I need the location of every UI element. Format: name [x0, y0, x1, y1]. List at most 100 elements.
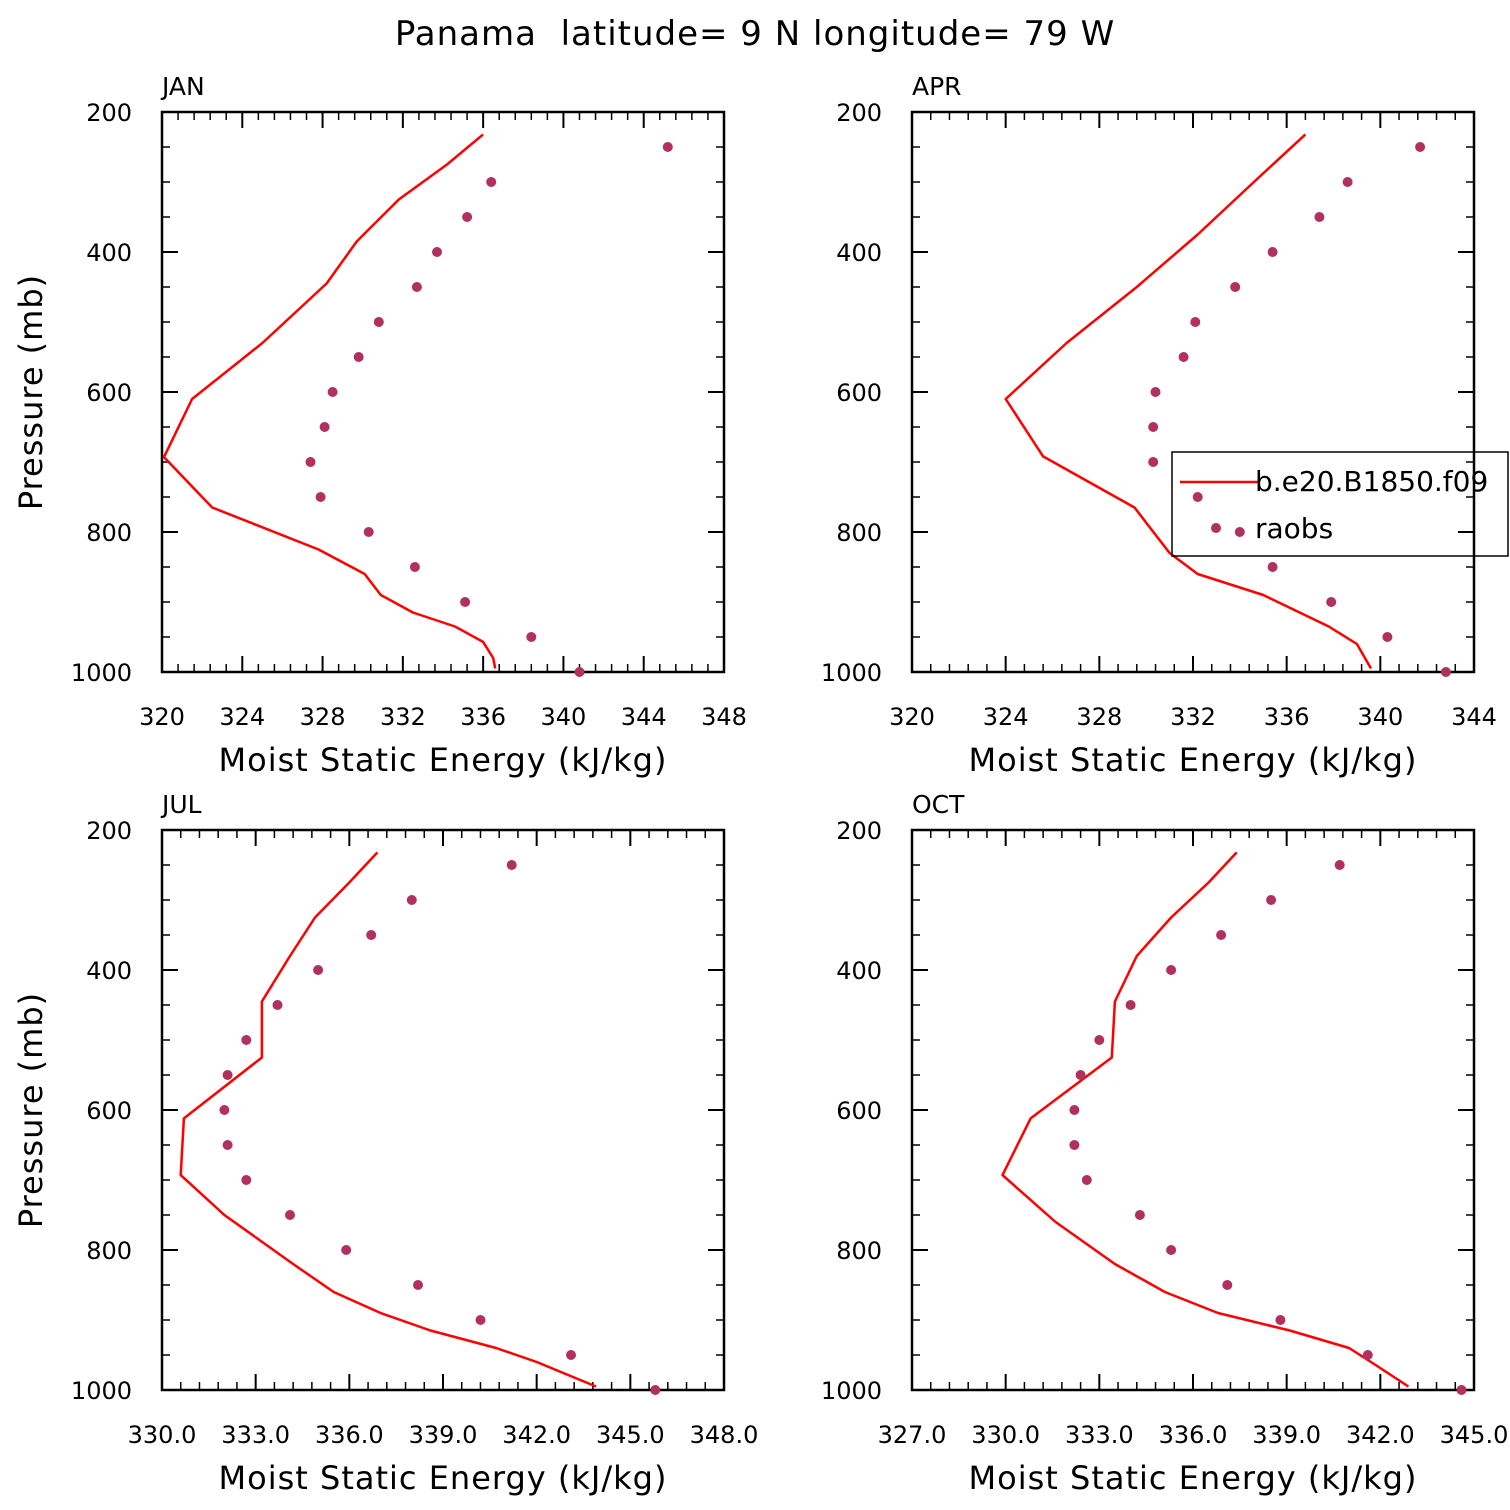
- x-tick-label: 340: [541, 703, 587, 731]
- plot-frame: [160, 110, 726, 674]
- figure-title: Panama latitude= 9 N longitude= 79 W: [395, 14, 1115, 54]
- obs-point: [363, 527, 374, 537]
- obs-point: [1192, 492, 1203, 502]
- x-tick-label: 348.0: [690, 1421, 759, 1449]
- obs-point: [475, 1315, 486, 1325]
- obs-point: [1150, 387, 1161, 397]
- y-tick-label: 400: [836, 957, 882, 985]
- x-tick-label: 328: [1076, 703, 1122, 731]
- obs-point: [462, 212, 473, 222]
- obs-point: [1166, 965, 1177, 975]
- legend-point-swatch: [1211, 523, 1221, 533]
- obs-point: [526, 632, 537, 642]
- y-tick-label: 400: [86, 239, 132, 267]
- obs-point: [1334, 860, 1345, 870]
- panel-title: JUL: [160, 790, 202, 819]
- obs-point: [272, 1000, 283, 1010]
- x-axis-label: Moist Static Energy (kJ/kg): [969, 741, 1418, 779]
- y-tick-label: 200: [86, 99, 132, 127]
- obs-point: [341, 1245, 352, 1255]
- obs-point: [219, 1105, 230, 1115]
- x-tick-label: 339.0: [409, 1421, 478, 1449]
- obs-point: [1134, 1210, 1145, 1220]
- obs-point: [313, 965, 324, 975]
- x-tick-label: 348: [701, 703, 747, 731]
- legend: b.e20.B1850.f09 raobs: [1171, 451, 1509, 557]
- obs-point: [1382, 632, 1393, 642]
- panel-title: OCT: [912, 790, 965, 819]
- obs-point: [1326, 597, 1337, 607]
- obs-point: [1230, 282, 1241, 292]
- panel-jan: JAN 320 324 328 332 336 340 344 348 200 400 600 800 1…: [12, 72, 747, 779]
- model-line: [162, 133, 497, 669]
- obs-point: [486, 177, 497, 187]
- x-axis-label: Moist Static Energy (kJ/kg): [219, 1459, 668, 1497]
- y-tick-label: 600: [86, 1097, 132, 1125]
- obs-point: [285, 1210, 295, 1220]
- obs-point: [241, 1175, 252, 1185]
- obs-point: [1314, 212, 1325, 222]
- obs-point: [1216, 930, 1227, 940]
- panel-title: JAN: [160, 72, 205, 101]
- obs-point: [1148, 457, 1159, 467]
- y-tick-label: 1000: [821, 659, 882, 687]
- obs-point: [1456, 1385, 1467, 1395]
- x-tick-label: 324: [219, 703, 265, 731]
- x-tick-label: 344: [621, 703, 667, 731]
- obs-point: [411, 282, 422, 292]
- obs-point: [409, 562, 420, 572]
- y-tick-label: 800: [86, 519, 132, 547]
- x-tick-label: 342.0: [1346, 1421, 1415, 1449]
- obs-point: [1094, 1035, 1105, 1045]
- x-tick-label: 336.0: [1159, 1421, 1228, 1449]
- model-line: [1004, 133, 1373, 670]
- obs-point: [1190, 317, 1201, 327]
- x-tick-label: 336: [1264, 703, 1310, 731]
- obs-point: [222, 1140, 233, 1150]
- x-tick-label: 339.0: [1252, 1421, 1321, 1449]
- panel-title: APR: [912, 72, 962, 101]
- y-axis-label: Pressure (mb): [12, 992, 50, 1228]
- obs-point: [319, 422, 330, 432]
- obs-point: [413, 1280, 423, 1290]
- obs-point: [574, 667, 585, 677]
- obs-point: [1222, 1280, 1233, 1290]
- x-tick-label: 342.0: [502, 1421, 571, 1449]
- obs-point: [662, 142, 673, 152]
- x-tick-label: 328: [300, 703, 346, 731]
- obs-point: [1415, 142, 1426, 152]
- obs-point: [1440, 667, 1451, 677]
- legend-model-label: b.e20.B1850.f09: [1255, 465, 1488, 498]
- x-tick-label: 330.0: [128, 1421, 197, 1449]
- obs-point: [1069, 1105, 1080, 1115]
- x-tick-label: 330.0: [971, 1421, 1040, 1449]
- obs-point: [506, 860, 517, 870]
- obs-point: [1075, 1070, 1086, 1080]
- y-tick-label: 800: [836, 519, 882, 547]
- obs-point: [1267, 247, 1278, 257]
- y-axis-label: Pressure (mb): [12, 274, 50, 510]
- x-tick-label: 336.0: [315, 1421, 384, 1449]
- model-line: [179, 851, 597, 1388]
- y-tick-label: 1000: [71, 1377, 132, 1405]
- plot-frame: [160, 828, 726, 1392]
- obs-point: [366, 930, 377, 940]
- x-tick-label: 324: [983, 703, 1029, 731]
- legend-box: [1171, 451, 1509, 557]
- obs-point: [1234, 527, 1245, 537]
- y-tick-label: 1000: [821, 1377, 882, 1405]
- obs-point: [327, 387, 338, 397]
- x-axis-label: Moist Static Energy (kJ/kg): [219, 741, 668, 779]
- x-axis-label: Moist Static Energy (kJ/kg): [969, 1459, 1418, 1497]
- y-tick-label: 200: [86, 817, 132, 845]
- obs-point: [315, 492, 326, 502]
- x-tick-label: 336: [460, 703, 506, 731]
- obs-point: [406, 895, 417, 905]
- obs-point: [650, 1385, 661, 1395]
- obs-point: [1081, 1175, 1092, 1185]
- plot-frame: [910, 110, 1476, 674]
- obs-point: [1362, 1350, 1373, 1360]
- y-tick-label: 200: [836, 99, 882, 127]
- obs-point: [222, 1070, 233, 1080]
